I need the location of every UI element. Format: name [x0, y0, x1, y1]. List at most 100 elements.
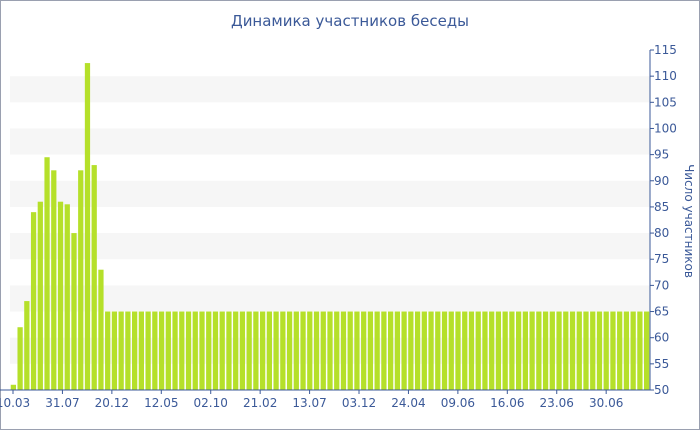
y-tick-label: 70	[654, 278, 669, 292]
y-tick-label: 55	[654, 357, 669, 371]
bar	[138, 311, 144, 390]
bar	[590, 311, 596, 390]
bar	[361, 311, 367, 390]
bar	[576, 311, 582, 390]
x-tick-label: 16.06	[490, 396, 524, 410]
bar	[212, 311, 219, 390]
bars-group	[10, 63, 650, 390]
bar	[145, 311, 151, 390]
bar	[468, 311, 475, 390]
y-tick-label: 95	[654, 148, 669, 162]
bar	[30, 212, 37, 390]
bar	[489, 311, 495, 390]
bar	[394, 311, 400, 390]
bar	[610, 311, 616, 390]
bar	[91, 165, 97, 390]
bar	[266, 311, 272, 390]
bar	[313, 311, 320, 390]
bar	[71, 233, 77, 390]
bar	[637, 311, 643, 390]
y-tick-label: 90	[654, 174, 669, 188]
grid-band	[10, 285, 650, 312]
bar	[502, 311, 508, 390]
bar	[192, 311, 198, 390]
bar	[233, 311, 239, 390]
bar	[199, 311, 205, 390]
bar	[320, 311, 326, 390]
bar	[219, 311, 225, 390]
bar	[509, 311, 515, 390]
x-tick-label: 12.05	[144, 396, 178, 410]
y-axis: 50 55 60 65 70 75 80 85 90 95 100 105 110 115	[649, 43, 677, 397]
bar	[286, 311, 293, 390]
bar	[260, 311, 266, 390]
bar	[435, 311, 441, 390]
x-tick-label: 31.07	[45, 396, 79, 410]
bar	[172, 311, 178, 390]
grid-bands	[10, 76, 650, 364]
bar	[44, 157, 50, 390]
bar	[414, 311, 421, 390]
bar	[158, 311, 165, 390]
bar	[111, 311, 118, 390]
bar	[239, 311, 246, 390]
x-tick-label: 30.06	[589, 396, 623, 410]
bar	[462, 311, 468, 390]
grid-band	[10, 128, 650, 155]
y-tick-label: 100	[654, 121, 677, 135]
bar	[482, 311, 488, 390]
x-tick-label: 13.07	[292, 396, 326, 410]
grid-band	[10, 233, 650, 260]
bar	[179, 311, 185, 390]
x-tick-label: 09.06	[441, 396, 475, 410]
x-tick-label: 21.02	[243, 396, 277, 410]
bar	[206, 311, 212, 390]
bar	[408, 311, 414, 390]
bar	[536, 311, 542, 390]
grid-band	[10, 180, 650, 207]
y-tick-label: 105	[654, 95, 677, 109]
bar	[583, 311, 589, 390]
bar	[253, 311, 259, 390]
y-tick-label: 110	[654, 69, 677, 83]
x-axis: 10.03 31.07 20.12 12.05 02.10 21.02 13.07 03.12…	[0, 389, 650, 410]
bar	[280, 311, 286, 390]
bar	[226, 311, 232, 390]
bar	[125, 311, 131, 390]
bar	[388, 311, 394, 390]
bar	[118, 311, 124, 390]
y-tick-label: 65	[654, 305, 669, 319]
y-tick-label: 60	[654, 331, 669, 345]
bar	[307, 311, 313, 390]
bar	[522, 311, 528, 390]
bar	[98, 269, 104, 390]
bar	[603, 311, 609, 390]
bar	[475, 311, 481, 390]
bar	[327, 311, 333, 390]
bar	[347, 311, 353, 390]
bar	[105, 311, 111, 390]
bar	[556, 311, 562, 390]
bar	[367, 311, 374, 390]
bar	[64, 204, 70, 390]
bar	[273, 311, 279, 390]
bar	[428, 311, 434, 390]
bar	[569, 311, 576, 390]
y-tick-label: 80	[654, 226, 669, 240]
bar	[381, 311, 387, 390]
x-tick-label: 03.12	[342, 396, 376, 410]
x-tick-label: 23.06	[540, 396, 574, 410]
bar	[24, 301, 30, 390]
bar	[51, 170, 57, 390]
bar	[542, 311, 549, 390]
y-axis-title: Число участников	[682, 164, 696, 278]
bar	[421, 311, 427, 390]
bar	[401, 311, 407, 390]
y-tick-label: 50	[654, 383, 669, 397]
bar	[152, 311, 158, 390]
bar	[10, 384, 16, 390]
bar	[165, 311, 171, 390]
bar	[78, 170, 84, 390]
bar	[563, 311, 569, 390]
